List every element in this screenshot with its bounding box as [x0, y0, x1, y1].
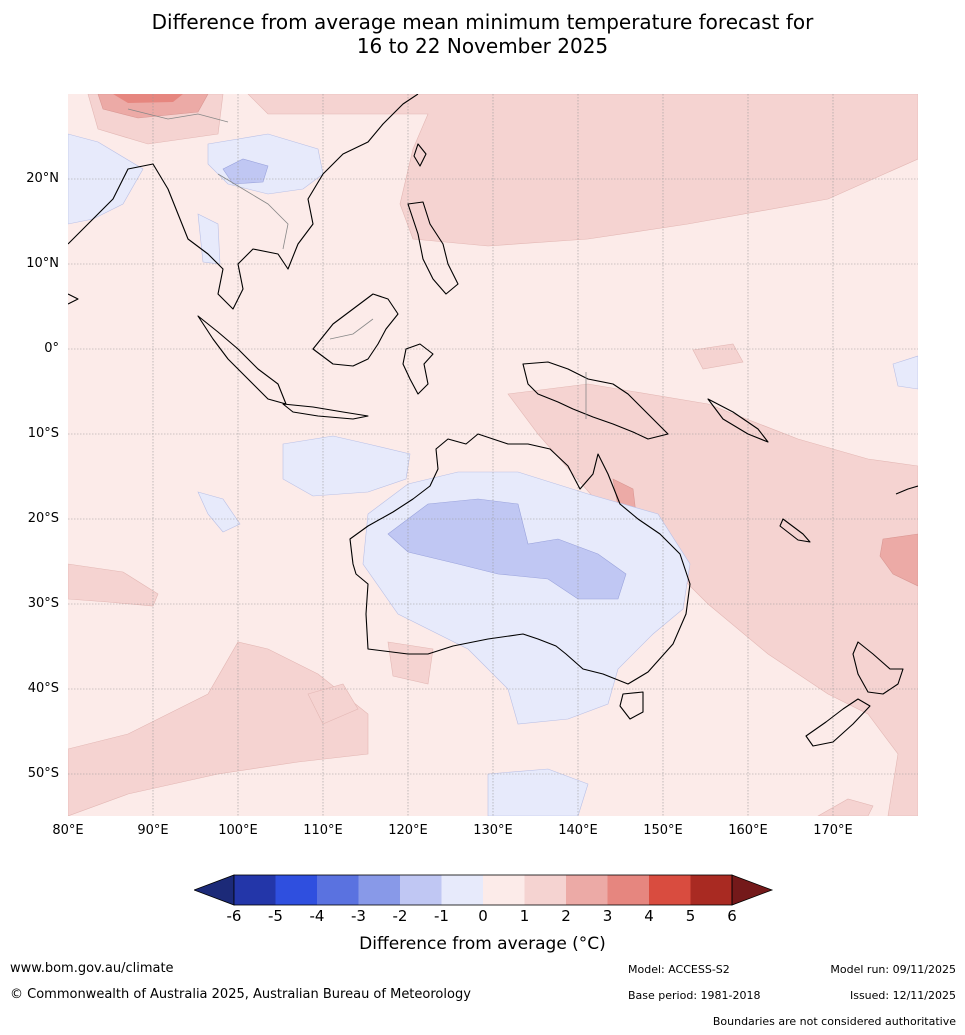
coast-sulawesi — [402, 343, 434, 395]
coast-india — [68, 293, 79, 305]
forecast-map[interactable] — [68, 94, 918, 816]
lon-label-170e: 170°E — [813, 823, 853, 838]
colorbar-tick: -5 — [268, 907, 283, 925]
cool-area-indian-ocean-small — [197, 491, 241, 533]
coast-fiji — [895, 485, 918, 495]
warm-area-southern-ocean — [68, 641, 369, 816]
colder-area-indochina — [222, 158, 269, 185]
border-himalaya — [127, 108, 229, 123]
lat-label-20n: 20°N — [26, 171, 59, 186]
website-link[interactable]: www.bom.gov.au/climate — [10, 961, 174, 976]
warm-area-far-south — [817, 798, 874, 816]
warm-area-tasman-south-2 — [307, 683, 359, 725]
lat-label-20s: 20°S — [27, 511, 59, 526]
lat-label-50s: 50°S — [27, 766, 59, 781]
graticule — [68, 94, 918, 816]
colorbar-bin-p3 — [566, 875, 608, 905]
cool-area-andaman — [197, 213, 221, 265]
coast-java — [282, 403, 369, 420]
model-run-date: Model run: 09/11/2025 — [830, 963, 956, 976]
lon-label-110e: 110°E — [303, 823, 343, 838]
colorbar-tick: 4 — [644, 907, 654, 925]
very-hot-area-himalaya — [113, 94, 183, 103]
colorbar-tick: -1 — [434, 907, 449, 925]
chart-title: Difference from average mean minimum tem… — [0, 10, 965, 58]
coast-new-caledonia — [779, 518, 811, 543]
title-line-2: 16 to 22 November 2025 — [356, 34, 609, 58]
model-name: Model: ACCESS-S2 — [628, 963, 730, 976]
border-indochina — [217, 173, 289, 250]
cool-area-bay-of-bengal — [68, 133, 144, 225]
anomaly-colder-areas — [222, 158, 627, 600]
lat-label-eq: 0° — [44, 341, 59, 356]
title-line-1: Difference from average mean minimum tem… — [151, 10, 814, 34]
lat-label-30s: 30°S — [27, 596, 59, 611]
lon-label-130e: 130°E — [473, 823, 513, 838]
coastlines — [68, 94, 918, 747]
warm-area-north-pacific — [247, 94, 918, 247]
colorbar-bin-m1 — [441, 875, 483, 905]
hot-area-east-pacific — [879, 533, 918, 587]
warm-area-indian-ocean — [68, 563, 159, 607]
coast-new-guinea — [522, 361, 669, 440]
lon-label-120e: 120°E — [388, 823, 428, 838]
coast-solomons — [707, 398, 769, 443]
lon-label-80e: 80°E — [52, 823, 84, 838]
colorbar-tick: 6 — [727, 907, 737, 925]
coast-borneo — [312, 293, 399, 367]
colorbar-extend-high — [731, 874, 774, 906]
colorbar-tick: -2 — [392, 907, 408, 925]
coast-new-zealand-north — [852, 641, 904, 695]
coast-taiwan — [413, 143, 427, 167]
colorbar-bin-p6 — [690, 875, 732, 905]
colorbar-tick: 5 — [685, 907, 696, 925]
issued-date: Issued: 12/11/2025 — [849, 989, 956, 1002]
base-period: Base period: 1981-2018 — [628, 989, 761, 1002]
colorbar-tick: 2 — [561, 907, 571, 925]
colorbar-bin-m4 — [317, 875, 359, 905]
colorbar-tick: 3 — [602, 907, 613, 925]
cool-area-indian-ocean — [282, 435, 411, 497]
lon-label-90e: 90°E — [137, 823, 169, 838]
coast-australia — [349, 433, 691, 685]
colorbar-bin-m6 — [234, 875, 276, 905]
colorbar-label: Difference from average (°C) — [359, 934, 606, 954]
colorbar-bin-p4 — [607, 875, 649, 905]
colorbar-bin-m2 — [400, 875, 442, 905]
lon-label-100e: 100°E — [218, 823, 258, 838]
lon-label-150e: 150°E — [643, 823, 683, 838]
border-borneo — [329, 318, 374, 340]
colorbar-bin-p5 — [649, 875, 691, 905]
coast-asia-mainland — [68, 94, 419, 310]
colorbar — [194, 874, 774, 906]
cool-area-central-pacific — [892, 355, 918, 390]
cool-area-southern-ocean — [487, 768, 589, 816]
colorbar-frame — [233, 874, 733, 906]
lon-label-140e: 140°E — [558, 823, 598, 838]
colorbar-bin-p2 — [524, 875, 566, 905]
borders — [127, 108, 587, 419]
warm-area-equatorial — [692, 343, 744, 370]
colorbar-tick: -4 — [309, 907, 325, 925]
lon-label-160e: 160°E — [728, 823, 768, 838]
colorbar-extend-low — [194, 874, 235, 906]
coast-new-zealand-south — [805, 698, 871, 747]
lat-label-40s: 40°S — [27, 681, 59, 696]
colorbar-bin-m5 — [275, 875, 317, 905]
lat-label-10n: 10°N — [26, 256, 59, 271]
coast-tasmania — [619, 691, 644, 720]
colorbar-tick: -3 — [351, 907, 366, 925]
colorbar-bin-p1 — [483, 875, 525, 905]
boundary-disclaimer: Boundaries are not considered authoritat… — [712, 1015, 956, 1028]
colorbar-tick: 0 — [478, 907, 488, 925]
anomaly-warm-areas — [68, 94, 918, 816]
colorbar-bin-m3 — [358, 875, 400, 905]
colorbar-tick: -6 — [226, 907, 242, 925]
copyright-text: © Commonwealth of Australia 2025, Austra… — [10, 987, 471, 1002]
colder-area-western-australia — [387, 498, 627, 600]
colorbar-tick: 1 — [519, 907, 530, 925]
lat-label-10s: 10°S — [27, 426, 59, 441]
coast-philippines — [407, 201, 459, 295]
